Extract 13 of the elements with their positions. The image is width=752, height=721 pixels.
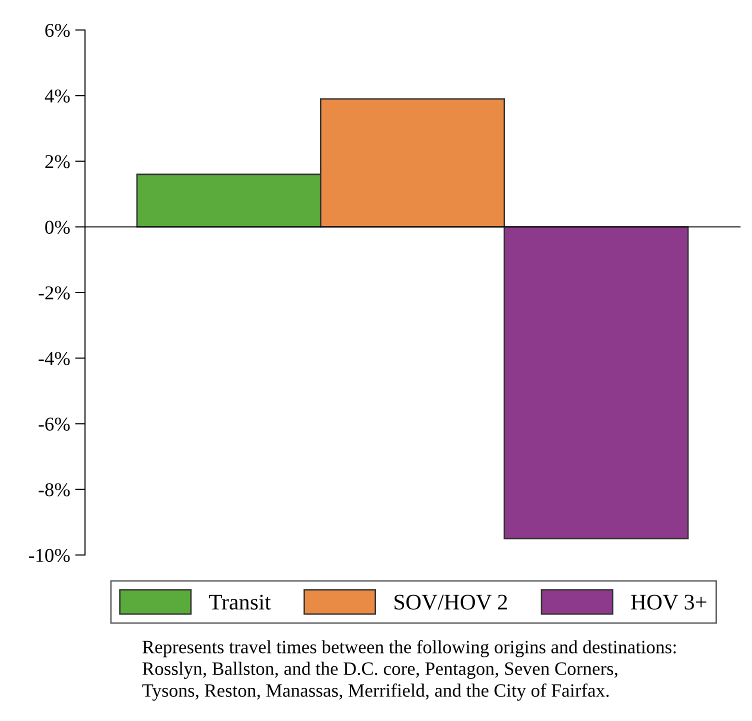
- y-tick-label: -6%: [38, 418, 70, 431]
- y-tick-label: -8%: [38, 483, 70, 496]
- legend-label: HOV 3+: [631, 594, 706, 610]
- y-tick-label: 2%: [45, 155, 70, 168]
- y-tick-label: 4%: [44, 89, 70, 103]
- y-tick-label: 0%: [45, 220, 70, 234]
- y-tick-label: -4%: [38, 352, 70, 366]
- legend-label: Transit: [209, 594, 271, 610]
- y-tick-label: 6%: [45, 24, 70, 37]
- y-tick-label: -10%: [29, 548, 70, 562]
- text: Represents travel times between the following origins and destinations: Rosslyn, Ballston, and the D.C. core, Pentagon, Seven Corners, Tysons, Reston, Manassas, Merrifield, and the City of Fairfax.: [142, 640, 676, 701]
- legend-label: SOV/HOV 2: [394, 594, 507, 610]
- y-tick-label: -2%: [38, 286, 70, 300]
